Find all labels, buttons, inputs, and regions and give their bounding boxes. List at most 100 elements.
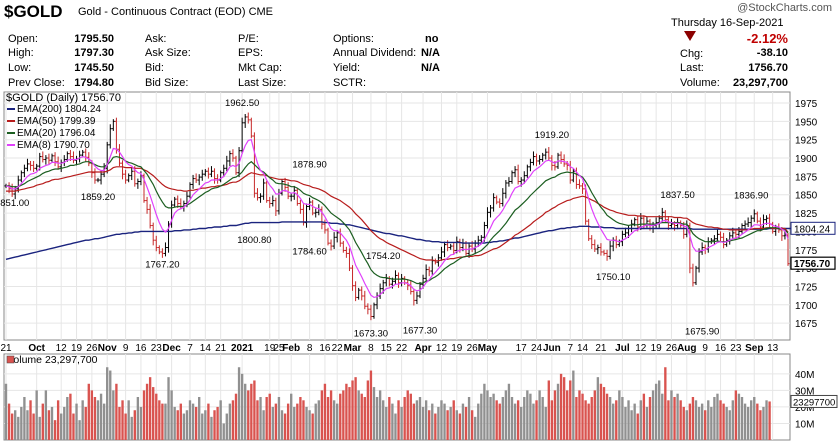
volume-bar <box>363 397 366 440</box>
price-tick-label: 1850 <box>795 191 818 202</box>
volume-bar <box>216 406 219 440</box>
volume-bar <box>378 390 382 440</box>
volume-bar <box>578 390 581 440</box>
time-tick-label: 8 <box>307 343 313 354</box>
volume-value: 23,297,700 <box>732 77 788 89</box>
volume-bar <box>118 406 121 440</box>
volume-bar <box>575 397 578 440</box>
volume-bar <box>458 413 462 440</box>
volume-bar <box>477 403 480 440</box>
quote-label-sctr: SCTR: <box>333 77 366 89</box>
volume-bar <box>510 397 514 440</box>
volume-bar <box>207 403 210 440</box>
volume-label: Volume: <box>680 77 720 89</box>
volume-bar <box>440 400 443 440</box>
volume-bar <box>593 390 596 440</box>
volume-bar <box>707 400 710 440</box>
volume-bar <box>265 397 268 440</box>
quote-value-yield: N/A <box>421 62 440 74</box>
volume-title: Volume 23,297,700 <box>7 354 98 366</box>
time-tick-label: 16 <box>135 343 147 354</box>
volume-bar <box>99 393 103 440</box>
stockcharts-logo: @StockCharts.com <box>737 2 832 14</box>
time-tick-label: 23 <box>151 343 163 354</box>
volume-bar <box>112 390 115 440</box>
time-tick-label: 13 <box>767 343 779 354</box>
legend-entry: EMA(50) 1799.39 <box>17 116 96 127</box>
volume-bar <box>431 403 434 440</box>
quote-label-prev-close: Prev Close: <box>8 77 65 89</box>
volume-bar <box>639 400 642 440</box>
volume-bar <box>369 370 373 440</box>
volume-bar <box>296 403 299 440</box>
volume-bar <box>630 410 633 440</box>
volume-tick-label: 40M <box>795 370 814 381</box>
volume-bar <box>428 410 431 440</box>
volume-bar <box>102 403 106 440</box>
volume-bar <box>544 406 547 440</box>
time-tick-label: 9 <box>702 343 708 354</box>
volume-bar <box>274 403 278 440</box>
volume-bar <box>283 413 287 440</box>
volume-bar <box>84 406 87 440</box>
volume-bar <box>529 393 532 440</box>
volume-bar <box>41 403 44 440</box>
volume-bar <box>467 397 471 440</box>
volume-bar <box>317 400 320 440</box>
volume-bar <box>608 397 612 440</box>
volume-bar <box>541 397 544 440</box>
volume-bar <box>53 420 57 440</box>
volume-bar <box>385 406 388 440</box>
volume-bar <box>188 400 192 440</box>
time-tick-label: 23 <box>730 343 742 354</box>
quote-label-eps: EPS: <box>238 47 264 59</box>
volume-bar <box>495 400 498 440</box>
quote-label-mkt-cap: Mkt Cap: <box>238 62 283 74</box>
volume-bar <box>231 400 235 440</box>
volume-bar <box>750 400 753 440</box>
price-annotation: 1851.00 <box>0 198 29 209</box>
volume-bar <box>768 401 771 440</box>
volume-bar <box>354 377 357 440</box>
volume-bar <box>182 413 186 440</box>
volume-bar <box>400 406 403 440</box>
volume-bar <box>244 383 247 440</box>
volume-bar <box>550 400 554 440</box>
volume-bar <box>691 397 695 440</box>
volume-bar <box>366 380 370 440</box>
volume-bar <box>121 400 124 440</box>
time-tick-label: 14 <box>577 343 589 354</box>
volume-bar <box>725 406 728 440</box>
volume-bar <box>480 393 483 440</box>
volume-bar <box>516 400 520 440</box>
price-tick-label: 1775 <box>795 246 818 257</box>
time-tick-label: 16 <box>319 343 331 354</box>
price-annotation: 1800.80 <box>237 235 271 246</box>
ema8-line <box>5 138 789 299</box>
volume-bar <box>722 403 725 440</box>
volume-bar <box>700 403 704 440</box>
volume-bar <box>437 406 440 440</box>
volume-bar <box>75 403 78 440</box>
quote-label-annual-dividend: Annual Dividend: <box>333 47 417 59</box>
volume-bar <box>694 400 698 440</box>
volume-bar <box>762 406 765 440</box>
volume-bar <box>566 390 569 440</box>
symbol-subtitle: Gold - Continuous Contract (EOD) CME <box>78 6 274 18</box>
volume-bar <box>605 393 609 440</box>
volume-tick-label: 30M <box>795 386 814 397</box>
volume-bar <box>14 410 17 440</box>
volume-bar <box>247 390 250 440</box>
volume-bar <box>615 400 618 440</box>
quote-label-pe: P/E: <box>238 33 259 45</box>
volume-bar <box>587 403 590 440</box>
volume-bar <box>397 400 400 440</box>
volume-bar <box>424 400 428 440</box>
quote-value-prev-close: 1794.80 <box>74 77 114 89</box>
volume-bar <box>409 393 412 440</box>
ema200-value-box <box>790 221 836 235</box>
volume-bar <box>743 403 747 440</box>
change-label: Chg: <box>680 48 704 60</box>
volume-bar <box>250 383 253 440</box>
volume-bar <box>50 406 54 440</box>
